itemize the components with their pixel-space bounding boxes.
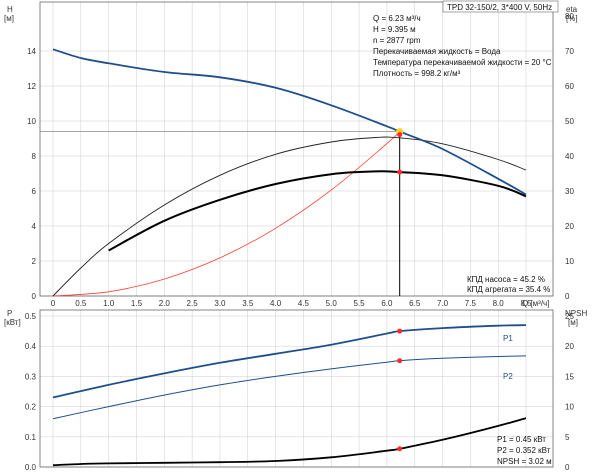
bottom-ytick-right: 25 (565, 312, 574, 321)
info-n: n = 2877 rpm (373, 36, 421, 45)
x-tick-label: 8.0 (493, 299, 505, 308)
top-ytick-right: 10 (565, 257, 574, 266)
top-xlabel: Q [м³/ч] (522, 299, 549, 308)
info-temperature: Температура перекачиваемой жидкости = 20… (373, 58, 552, 67)
bottom-ytick-right: 15 (565, 372, 574, 381)
bottom-ylabel-left-unit: [кВт] (4, 318, 21, 327)
x-tick-label: 7.0 (437, 299, 449, 308)
info-p2: P2 = 0.352 кВт (497, 446, 551, 455)
info-q: Q = 6.23 м³/ч (373, 14, 421, 23)
x-tick-label: 4.5 (298, 299, 310, 308)
bottom-ytick-left: 0.4 (25, 342, 37, 351)
bottom-info-block: P1 = 0.45 кВт P2 = 0.352 кВт NPSH = 3.02… (497, 435, 552, 466)
x-tick-label: 8.5 (520, 299, 532, 308)
top-ytick-left: 0 (32, 292, 37, 301)
head-curve (52, 48, 527, 196)
bottom-ytick-left: 0.5 (25, 312, 37, 321)
bottom-ylabel-right-unit: [м] (568, 318, 578, 327)
info-liquid: Перекачиваемая жидкость = Вода (373, 47, 501, 56)
bottom-ytick-left: 0.2 (25, 403, 37, 412)
top-ytick-left: 8 (32, 152, 37, 161)
bottom-ytick-left: 0.3 (25, 372, 37, 381)
x-tick-label: 2.0 (159, 299, 171, 308)
p2-curve (52, 355, 527, 420)
top-ytick-right: 70 (565, 47, 574, 56)
top-ytick-right: 0 (565, 292, 570, 301)
pump-title: TPD 32-150/2, 3*400 V, 50Hz (447, 3, 552, 12)
top-series (40, 48, 527, 297)
bottom-ytick-right: 20 (565, 342, 574, 351)
x-tick-label: 2.5 (187, 299, 199, 308)
top-ticks: 0 0.5 1.0 1.5 2.0 2.5 3.0 3.5 4.0 4.5 5.0 5.5 6.0 6.5… (27, 12, 574, 308)
eta-pump-curve (52, 136, 527, 297)
top-ylabel-left: H (7, 5, 13, 14)
bottom-ytick-right: 5 (565, 433, 570, 442)
x-tick-label: 6.5 (409, 299, 421, 308)
top-ytick-right: 80 (565, 12, 574, 21)
x-tick-label: 3.5 (242, 299, 254, 308)
top-ytick-left: 4 (32, 222, 37, 231)
info-density: Плотность = 998.2 кг/м³ (373, 69, 461, 78)
op-point-p1 (397, 328, 403, 334)
x-tick-label: 0 (51, 299, 56, 308)
info-p1: P1 = 0.45 кВт (497, 435, 546, 444)
top-ytick-left: 12 (27, 82, 36, 91)
bottom-plot: 0.0 0.1 0.2 0.3 0.4 0.5 0 5 10 15 20 25 (25, 309, 575, 472)
efficiency-block: КПД насоса = 45.2 % КПД агрегата = 35.4 … (467, 275, 550, 294)
bottom-ytick-right: 0 (565, 463, 570, 472)
x-tick-label: 6.0 (381, 299, 393, 308)
series-label-p2: P2 (503, 372, 513, 381)
op-point-eta (397, 169, 403, 175)
top-ytick-right: 60 (565, 82, 574, 91)
op-point-head (397, 132, 403, 138)
top-ytick-right: 40 (565, 152, 574, 161)
top-ytick-left: 10 (27, 117, 36, 126)
top-ylabel-right: eta (566, 5, 578, 14)
top-plot: 0 0.5 1.0 1.5 2.0 2.5 3.0 3.5 4.0 4.5 5.0 5.5 6.0 6.5… (27, 1, 574, 308)
bottom-grid (40, 310, 553, 468)
top-ytick-left: 6 (32, 187, 37, 196)
bottom-ticks: 0.0 0.1 0.2 0.3 0.4 0.5 0 5 10 15 20 25 (25, 312, 575, 472)
top-ytick-right: 50 (565, 117, 574, 126)
top-ylabel-right-unit: [%] (566, 14, 578, 23)
x-tick-label: 5.0 (326, 299, 338, 308)
system-curve (52, 131, 400, 297)
bottom-ylabel-left: P (7, 309, 12, 318)
top-ytick-right: 20 (565, 222, 574, 231)
bottom-plot-frame (39, 309, 554, 468)
bottom-series (52, 324, 527, 467)
bottom-ytick-right: 10 (565, 403, 574, 412)
x-tick-label: 1.5 (131, 299, 143, 308)
bottom-ytick-left: 0.1 (25, 433, 37, 442)
top-ytick-left: 14 (27, 47, 36, 56)
info-npsh: NPSH = 3.02 м (497, 457, 552, 466)
op-point-p2 (397, 358, 403, 364)
bottom-ytick-left: 0.0 (25, 463, 37, 472)
x-tick-label: 5.5 (353, 299, 365, 308)
top-ytick-right: 30 (565, 187, 574, 196)
top-ylabel-left-unit: [м] (4, 14, 14, 23)
x-tick-label: 4.0 (270, 299, 282, 308)
x-tick-label: 0.5 (75, 299, 87, 308)
top-plot-frame (39, 1, 554, 297)
x-tick-label: 1.0 (103, 299, 115, 308)
info-eta-unit: КПД агрегата = 35.4 % (467, 285, 550, 294)
top-info-block: Q = 6.23 м³/ч H = 9.395 м n = 2877 rpm П… (373, 14, 552, 78)
top-grid (40, 2, 553, 297)
info-eta-pump: КПД насоса = 45.2 % (467, 275, 545, 284)
op-point-npsh (397, 446, 403, 452)
title-box (442, 0, 559, 13)
x-tick-label: 7.5 (465, 299, 477, 308)
info-h: H = 9.395 м (373, 25, 416, 34)
x-tick-label: 3.0 (214, 299, 226, 308)
p1-curve (52, 324, 527, 399)
top-ytick-left: 2 (32, 257, 37, 266)
eta-unit-curve (108, 170, 527, 252)
bottom-ylabel-right: NPSH (565, 309, 587, 318)
series-label-p1: P1 (503, 334, 513, 343)
npsh-curve (52, 417, 527, 467)
